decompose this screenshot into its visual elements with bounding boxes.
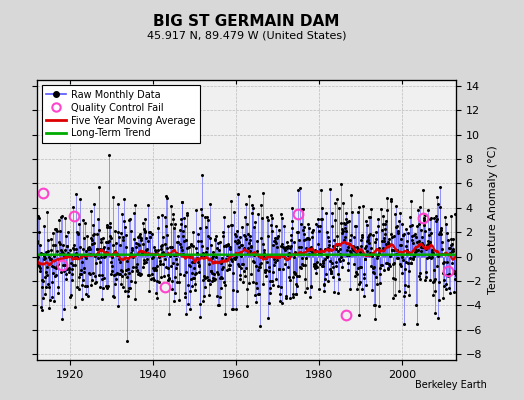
Y-axis label: Temperature Anomaly (°C): Temperature Anomaly (°C): [488, 146, 498, 294]
Text: 45.917 N, 89.479 W (United States): 45.917 N, 89.479 W (United States): [147, 30, 346, 40]
Text: BIG ST GERMAIN DAM: BIG ST GERMAIN DAM: [153, 14, 340, 29]
Legend: Raw Monthly Data, Quality Control Fail, Five Year Moving Average, Long-Term Tren: Raw Monthly Data, Quality Control Fail, …: [41, 85, 200, 143]
Text: Berkeley Earth: Berkeley Earth: [416, 380, 487, 390]
